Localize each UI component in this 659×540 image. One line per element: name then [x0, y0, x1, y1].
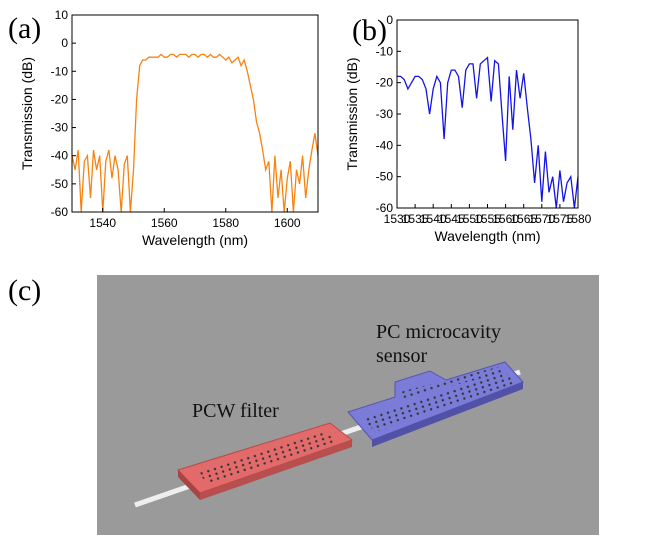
sensor-holes	[400, 367, 502, 398]
y-tick-label: 0	[61, 36, 68, 50]
x-tick-label: 1535	[402, 212, 429, 226]
y-tick-label: -10	[376, 44, 394, 58]
spectrum-line	[397, 56, 579, 209]
x-tick-label: 1545	[438, 212, 465, 226]
y-tick-label: -40	[376, 138, 394, 152]
x-tick-label: 1600	[274, 216, 301, 230]
plot-frame	[71, 14, 319, 213]
sensor-label: sensor	[376, 345, 427, 367]
x-tick-label: 1555	[474, 212, 501, 226]
x-tick-label: 1580	[565, 212, 592, 226]
y-tick-label: -30	[376, 107, 394, 121]
x-tick-label: 1560	[492, 212, 519, 226]
x-tick-label: 1560	[151, 216, 178, 230]
panel-label: (b)	[352, 14, 387, 47]
y-tick-label: -50	[51, 177, 69, 191]
panel-label: (a)	[8, 12, 41, 45]
x-axis-label: Wavelength (nm)	[142, 232, 248, 248]
sensor-label: PC microcavity	[376, 321, 501, 343]
y-tick-label: -60	[51, 205, 69, 219]
diagram: PCW filter PC microcavity sensor (c)	[8, 274, 599, 535]
y-tick-label: -30	[51, 121, 69, 135]
panel-label: (c)	[8, 274, 41, 307]
y-tick-label: 0	[386, 13, 393, 27]
filter-label: PCW filter	[192, 400, 279, 422]
y-axis-label: Transmission (dB)	[344, 57, 360, 170]
x-tick-label: 1575	[547, 212, 574, 226]
pcw-filter-edge	[178, 470, 200, 500]
x-tick-label: 1540	[420, 212, 447, 226]
y-tick-label: -40	[51, 149, 69, 163]
y-tick-label: -60	[376, 201, 394, 215]
x-axis-label: Wavelength (nm)	[434, 228, 540, 244]
y-tick-label: 10	[55, 8, 69, 22]
sensor-holes	[362, 372, 515, 432]
plot-frame	[396, 19, 579, 209]
y-tick-label: -20	[51, 92, 69, 106]
pcw-filter-edge	[200, 440, 352, 500]
pcw-holes	[195, 432, 338, 484]
x-tick-label: 1570	[528, 212, 555, 226]
x-tick-label: 1530	[384, 212, 411, 226]
sensor-edge	[372, 382, 523, 447]
spectrum-line	[71, 53, 319, 213]
diagram-background	[97, 275, 599, 535]
x-tick-label: 1565	[510, 212, 537, 226]
y-tick-label: -10	[51, 64, 69, 78]
y-axis-label: Transmission (dB)	[19, 57, 35, 170]
y-tick-label: -20	[376, 76, 394, 90]
x-tick-label: 1540	[89, 216, 116, 230]
x-tick-label: 1550	[456, 212, 483, 226]
y-tick-label: -50	[376, 170, 394, 184]
x-tick-label: 1580	[212, 216, 239, 230]
